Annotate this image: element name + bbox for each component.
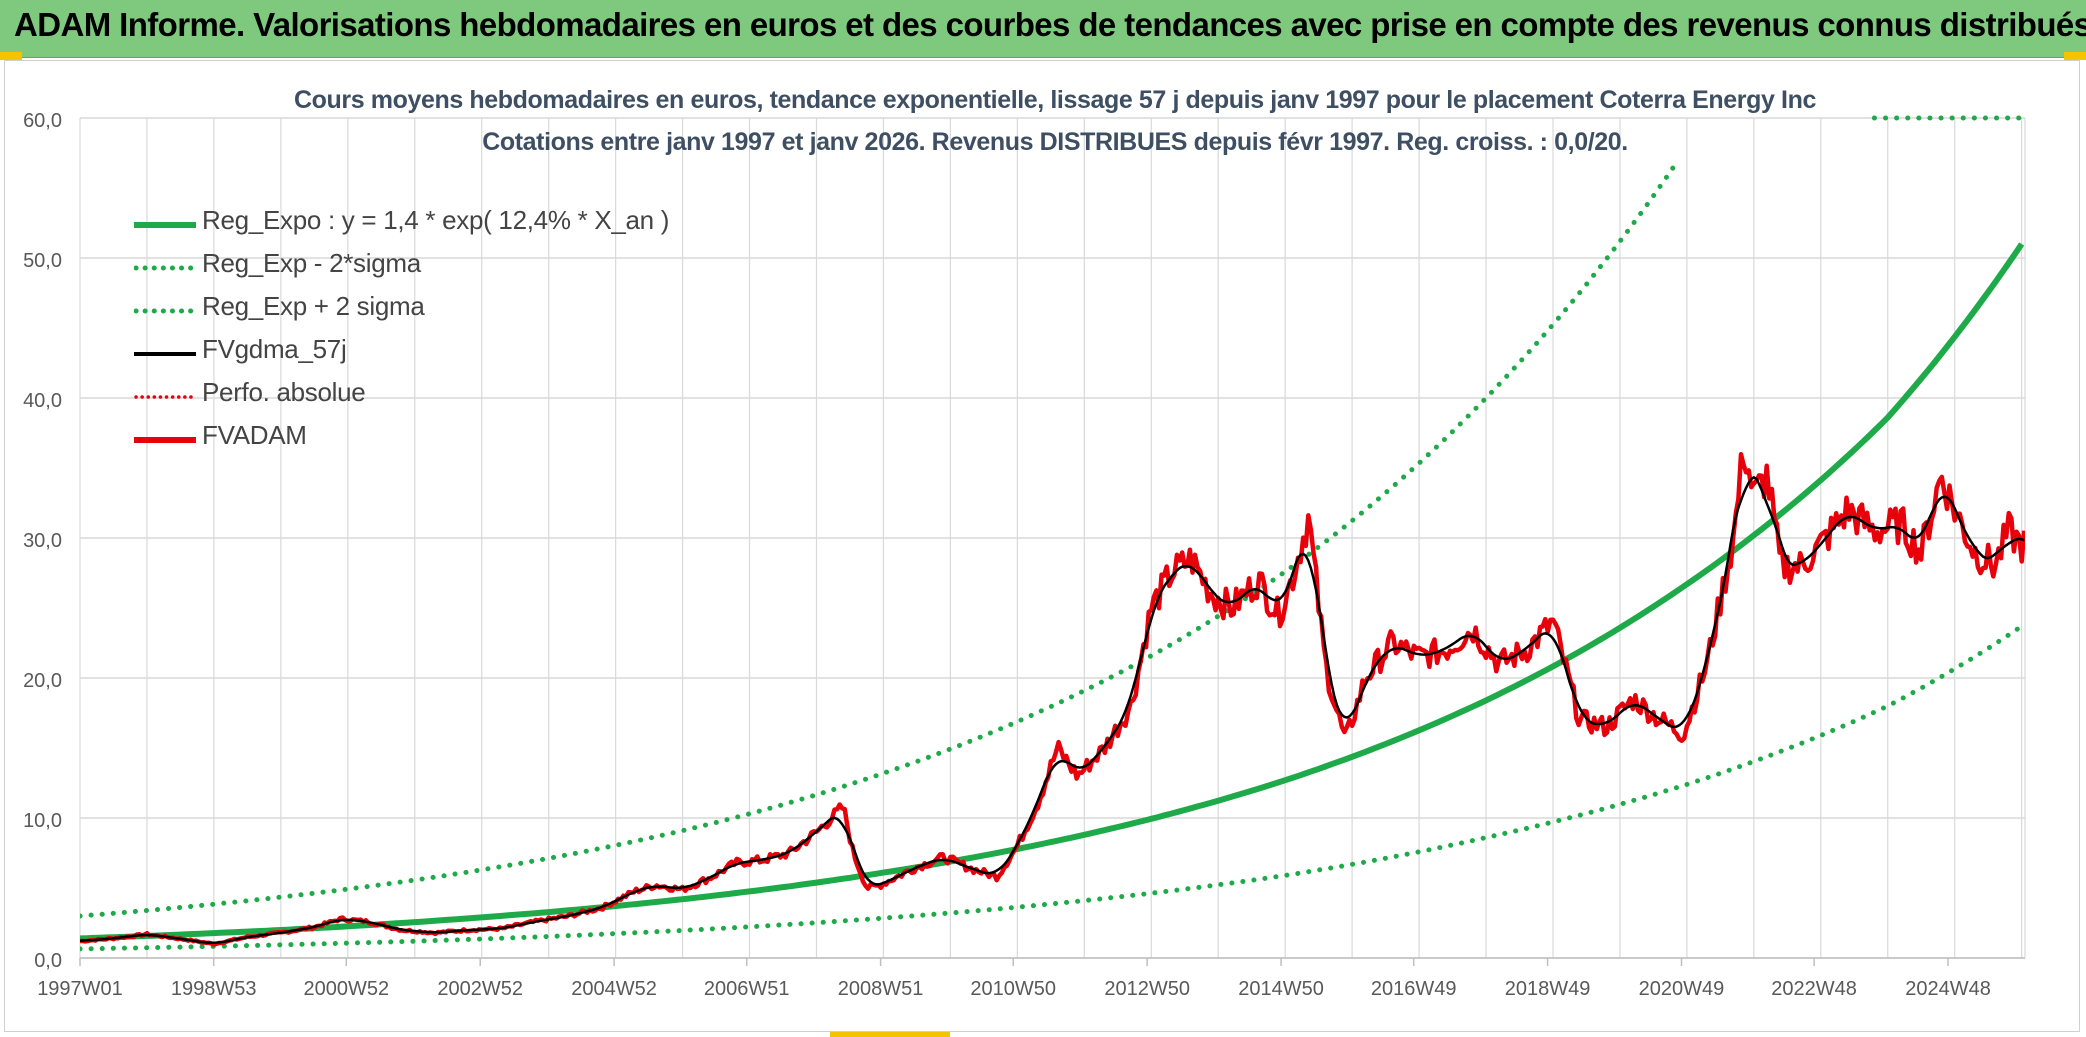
corner-marker-bottom-center xyxy=(830,1031,950,1037)
legend-item-reg-minus: Reg_Exp - 2*sigma xyxy=(134,243,694,286)
x-tick-label: 1998W53 xyxy=(171,978,257,1000)
x-tick-label: 2004W52 xyxy=(571,978,657,1000)
corner-marker-top-right xyxy=(2064,52,2086,60)
y-tick-label: 0,0 xyxy=(34,950,62,972)
legend-item-perfo: Perfo. absolue xyxy=(134,372,694,415)
report-banner: ADAM Informe. Valorisations hebdomadaire… xyxy=(0,0,2086,58)
series-line-reg-minus xyxy=(80,623,2025,952)
chart-title-line1: Cours moyens hebdomadaires en euros, ten… xyxy=(294,86,1816,114)
legend-label-reg-expo: Reg_Expo : y = 1,4 * exp( 12,4% * X_an ) xyxy=(202,205,670,235)
legend-label-perfo: Perfo. absolue xyxy=(202,377,366,407)
x-tick-label: 2024W48 xyxy=(1905,978,1991,1000)
grid-lines xyxy=(79,117,2026,959)
y-tick-label: 60,0 xyxy=(23,110,62,132)
x-tick-label: 1997W01 xyxy=(37,978,123,1000)
x-tick-label: 2022W48 xyxy=(1771,978,1857,1000)
x-tick-label: 2020W49 xyxy=(1639,978,1725,1000)
x-tick-label: 2012W50 xyxy=(1104,978,1190,1000)
chart-frame xyxy=(4,60,2080,1032)
chart-title-line2: Cotations entre janv 1997 et janv 2026. … xyxy=(482,128,1628,156)
x-tick-label: 2016W49 xyxy=(1371,978,1457,1000)
series-line-fvgdma xyxy=(80,476,2025,944)
axes: 0,0 10,0 20,0 30,0 40,0 50,0 60,0 1997W01 1998W5… xyxy=(23,110,2025,1000)
report-title: ADAM Informe. Valorisations hebdomadaire… xyxy=(14,6,2086,43)
y-tick-label: 20,0 xyxy=(23,670,62,692)
y-tick-label: 30,0 xyxy=(23,530,62,552)
corner-marker-top-left xyxy=(0,52,22,60)
x-tick-label: 2002W52 xyxy=(437,978,523,1000)
legend-item-reg-expo: Reg_Expo : y = 1,4 * exp( 12,4% * X_an ) xyxy=(134,200,694,243)
series-layer xyxy=(80,115,2028,952)
series-line-reg-plus xyxy=(80,164,1676,919)
x-tick-label: 2008W51 xyxy=(838,978,924,1000)
y-tick-label: 40,0 xyxy=(23,390,62,412)
legend-label-fvadam: FVADAM xyxy=(202,420,307,450)
x-tick-label: 2000W52 xyxy=(303,978,389,1000)
series-line-reg-expo xyxy=(80,242,2025,942)
legend-label-fvgdma: FVgdma_57j xyxy=(202,334,347,364)
x-tick-label: 2018W49 xyxy=(1505,978,1591,1000)
legend-item-reg-plus: Reg_Exp + 2 sigma xyxy=(134,286,694,329)
legend-item-fvgdma: FVgdma_57j xyxy=(134,329,694,372)
x-tick-label: 2010W50 xyxy=(970,978,1056,1000)
x-tick-label: 2006W51 xyxy=(704,978,790,1000)
legend-item-fvadam: FVADAM xyxy=(134,415,694,458)
legend-label-reg-plus: Reg_Exp + 2 sigma xyxy=(202,291,425,321)
y-tick-label: 10,0 xyxy=(23,810,62,832)
chart-legend: Reg_Expo : y = 1,4 * exp( 12,4% * X_an )… xyxy=(134,200,694,458)
y-tick-label: 50,0 xyxy=(23,250,62,272)
legend-label-reg-minus: Reg_Exp - 2*sigma xyxy=(202,248,421,278)
x-tick-label: 2014W50 xyxy=(1238,978,1324,1000)
